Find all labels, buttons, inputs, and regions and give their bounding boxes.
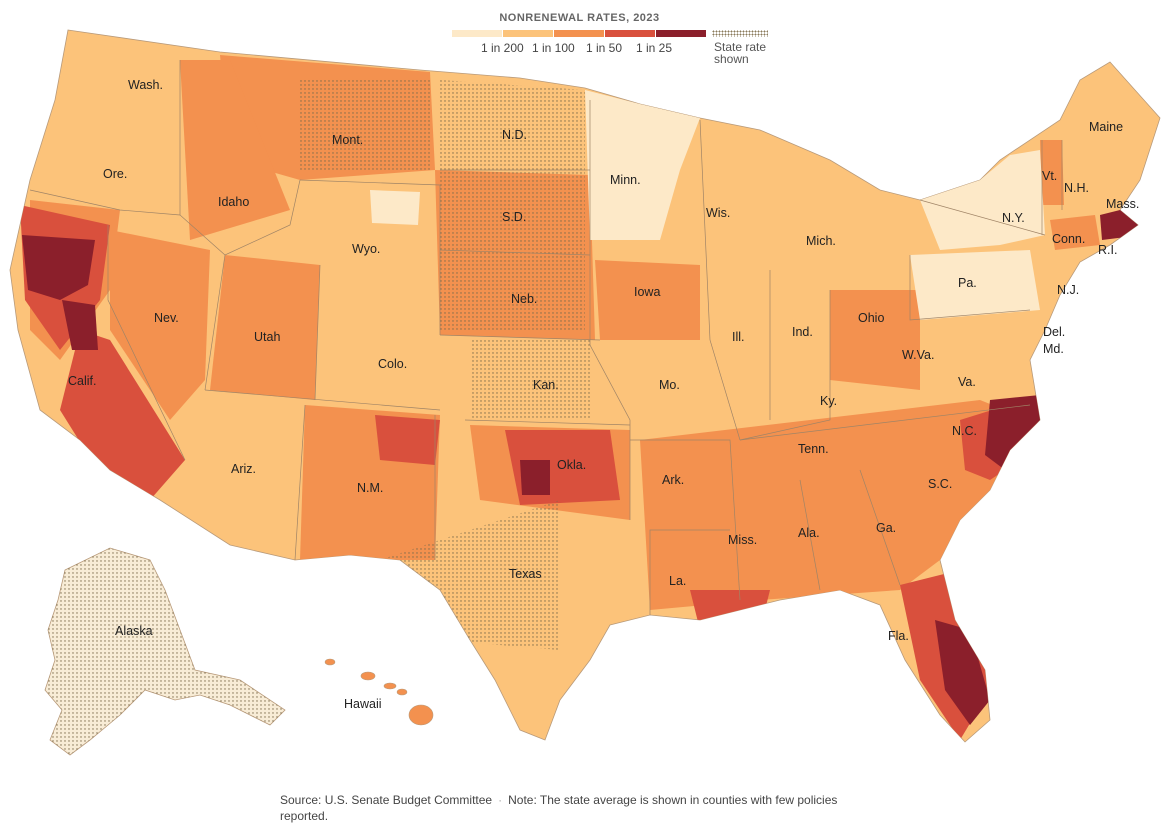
region-fills — [20, 55, 1142, 740]
label-minn: Minn. — [610, 173, 641, 187]
label-md: Md. — [1043, 342, 1064, 356]
label-wash: Wash. — [128, 78, 163, 92]
state-borders — [29, 60, 1063, 615]
legend-bin-2 — [554, 30, 604, 37]
alaska-dots — [45, 548, 285, 755]
label-mass: Mass. — [1106, 197, 1140, 211]
region-mid-nevada — [110, 230, 210, 420]
region-mid-vt — [1040, 140, 1064, 205]
label-nc: N.C. — [952, 424, 977, 438]
legend-bin-4 — [656, 30, 706, 37]
legend-state-rate-swatch — [712, 30, 768, 37]
label-sd: S.D. — [502, 210, 527, 224]
label-nj: N.J. — [1057, 283, 1080, 297]
legend-tick-200: 1 in 200 — [481, 41, 524, 55]
source-note: Source: U.S. Senate Budget Committee · Not… — [280, 792, 880, 824]
region-darkest-sierra — [62, 300, 98, 350]
label-sc: S.C. — [928, 477, 953, 491]
region-light-minn — [585, 90, 700, 240]
label-ark: Ark. — [662, 473, 685, 487]
region-mid-conn — [1050, 215, 1100, 250]
label-pa: Pa. — [958, 276, 977, 290]
label-hawaii: Hawaii — [344, 697, 382, 711]
hawaii-islands — [324, 658, 434, 726]
label-nm: N.M. — [357, 481, 384, 495]
dots-montana — [300, 80, 430, 170]
label-ariz: Ariz. — [231, 462, 256, 476]
region-darkest-fla — [935, 620, 990, 725]
separator-dot: · — [498, 793, 503, 807]
region-high-nm — [375, 415, 440, 465]
label-maine: Maine — [1089, 120, 1124, 134]
label-alaska: Alaska — [115, 624, 153, 638]
label-nh: N.H. — [1064, 181, 1089, 195]
region-light-ny — [920, 150, 1045, 250]
legend-tick-25: 1 in 25 — [636, 41, 673, 55]
label-idaho: Idaho — [218, 195, 250, 209]
label-conn: Conn. — [1052, 232, 1086, 246]
label-miss: Miss. — [728, 533, 758, 547]
label-fla: Fla. — [888, 629, 909, 643]
legend-bin-1 — [503, 30, 553, 37]
legend-title: NONRENEWAL RATES, 2023 — [499, 12, 660, 24]
label-del: Del. — [1043, 325, 1066, 339]
region-high-la — [690, 590, 770, 630]
source-text: Source: U.S. Senate Budget Committee — [280, 793, 493, 807]
legend-state-rate-line1: State rate — [714, 40, 767, 54]
label-mo: Mo. — [659, 378, 680, 392]
label-ore: Ore. — [103, 167, 128, 181]
label-ohio: Ohio — [858, 311, 885, 325]
label-ill: Ill. — [732, 330, 745, 344]
label-vt: Vt. — [1042, 169, 1058, 183]
region-light-pa — [910, 250, 1040, 320]
legend-tick-50: 1 in 50 — [586, 41, 623, 55]
region-mid-utah — [210, 255, 320, 400]
note-text: Note: The state average is shown in coun… — [280, 793, 838, 823]
region-darkest-okla — [520, 460, 550, 495]
label-utah: Utah — [254, 330, 281, 344]
label-tenn: Tenn. — [798, 442, 829, 456]
region-mid-ohio — [830, 290, 920, 390]
label-okla: Okla. — [557, 458, 587, 472]
label-va: Va. — [958, 375, 976, 389]
legend-bin-3 — [605, 30, 655, 37]
region-darkest-nc — [985, 395, 1040, 470]
label-ny: N.Y. — [1002, 211, 1025, 225]
label-ind: Ind. — [792, 325, 813, 339]
label-wyo: Wyo. — [352, 242, 381, 256]
label-iowa: Iowa — [634, 285, 661, 299]
label-nev: Nev. — [154, 311, 179, 325]
label-wva: W.Va. — [902, 348, 935, 362]
dots-dakotas — [440, 80, 585, 330]
label-calif: Calif. — [68, 374, 97, 388]
region-mid-idaho — [180, 60, 290, 240]
label-ga: Ga. — [876, 521, 897, 535]
label-kan: Kan. — [533, 378, 559, 392]
legend-bin-0 — [452, 30, 502, 37]
label-ri: R.I. — [1098, 243, 1118, 257]
label-ala: Ala. — [798, 526, 820, 540]
label-wis: Wis. — [706, 206, 731, 220]
region-mid-iowa — [595, 260, 700, 340]
legend-state-rate-line2: shown — [714, 52, 749, 66]
region-darkest-nocal — [22, 235, 95, 300]
region-light-wyo-patch — [370, 190, 420, 225]
label-la: La. — [669, 574, 687, 588]
label-mich: Mich. — [806, 234, 836, 248]
label-neb: Neb. — [511, 292, 538, 306]
label-texas: Texas — [509, 567, 542, 581]
label-ky: Ky. — [820, 394, 838, 408]
legend-tick-100: 1 in 100 — [532, 41, 575, 55]
label-nd: N.D. — [502, 128, 527, 142]
dots-kansas — [470, 340, 590, 420]
legend-state-rate-label: State rate shown — [714, 41, 766, 65]
label-colo: Colo. — [378, 357, 408, 371]
label-mont: Mont. — [332, 133, 364, 147]
